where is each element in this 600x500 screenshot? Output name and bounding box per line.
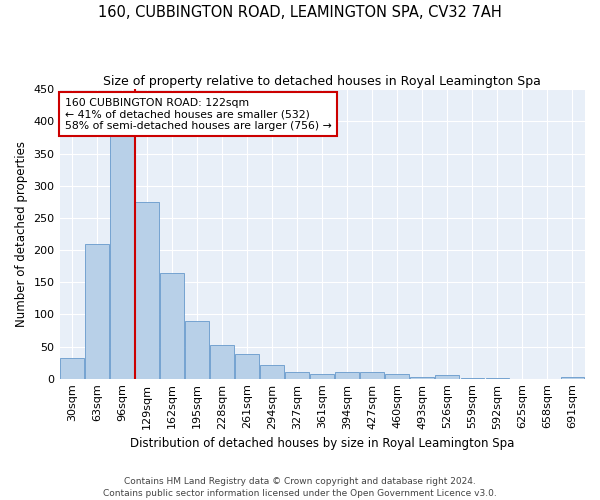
Bar xyxy=(85,244,109,378)
Text: 160 CUBBINGTON ROAD: 122sqm
← 41% of detached houses are smaller (532)
58% of se: 160 CUBBINGTON ROAD: 122sqm ← 41% of det… xyxy=(65,98,332,131)
Bar xyxy=(385,374,409,378)
Bar xyxy=(135,202,159,378)
Bar xyxy=(185,321,209,378)
Bar xyxy=(436,376,459,378)
X-axis label: Distribution of detached houses by size in Royal Leamington Spa: Distribution of detached houses by size … xyxy=(130,437,514,450)
Bar xyxy=(60,358,84,378)
Bar xyxy=(310,374,334,378)
Bar xyxy=(235,354,259,378)
Y-axis label: Number of detached properties: Number of detached properties xyxy=(15,141,28,327)
Text: Contains HM Land Registry data © Crown copyright and database right 2024.
Contai: Contains HM Land Registry data © Crown c… xyxy=(103,476,497,498)
Bar xyxy=(410,377,434,378)
Bar xyxy=(260,365,284,378)
Bar xyxy=(210,344,234,378)
Bar xyxy=(286,372,309,378)
Text: 160, CUBBINGTON ROAD, LEAMINGTON SPA, CV32 7AH: 160, CUBBINGTON ROAD, LEAMINGTON SPA, CV… xyxy=(98,5,502,20)
Title: Size of property relative to detached houses in Royal Leamington Spa: Size of property relative to detached ho… xyxy=(103,75,541,88)
Bar xyxy=(361,372,384,378)
Bar xyxy=(560,377,584,378)
Bar xyxy=(335,372,359,378)
Bar xyxy=(160,272,184,378)
Bar xyxy=(110,136,134,378)
